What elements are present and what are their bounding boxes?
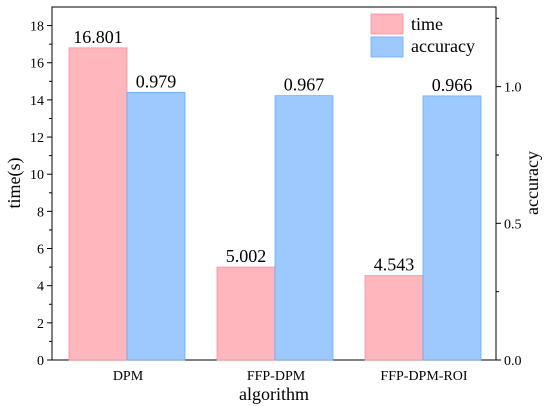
y-left-tick-label-18: 18 (30, 20, 44, 35)
y-left-axis-title: time(s) (4, 158, 25, 209)
y-left-tick-label-4: 4 (37, 280, 44, 295)
y-right-axis-title: accuracy (522, 151, 542, 215)
y-left-tick-label-6: 6 (37, 243, 44, 258)
legend-label-time: time (411, 14, 443, 34)
data-label-accuracy-ffp-dpm: 0.967 (284, 75, 325, 95)
legend-label-accuracy: accuracy (411, 36, 475, 56)
y-left-tick-label-2: 2 (37, 317, 44, 332)
legend-swatch-time (370, 13, 404, 35)
x-tick-label-ffp-dpm-roi: FFP-DPM-ROI (380, 369, 467, 384)
x-tick-label-ffp-dpm: FFP-DPM (247, 369, 306, 384)
right-axis: 0.0 0.5 1.0 (496, 17, 522, 369)
y-left-tick-label-16: 16 (30, 57, 44, 72)
data-label-accuracy-dpm: 0.979 (136, 71, 177, 91)
y-right-tick-label-1: 1.0 (504, 81, 522, 96)
y-left-tick-label-14: 14 (30, 94, 44, 109)
legend-swatch-accuracy (370, 36, 404, 58)
bar-time-dpm (68, 47, 128, 361)
y-left-tick-label-8: 8 (37, 205, 44, 220)
y-right-tick-label-0: 0.0 (504, 354, 522, 369)
bar-accuracy-dpm (126, 91, 186, 361)
x-tick-label-dpm: DPM (113, 369, 144, 384)
x-axis: DPM FFP-DPM FFP-DPM-ROI (113, 369, 468, 384)
bar-accuracy-ffp-dpm-roi (422, 95, 482, 361)
data-label-time-dpm: 16.801 (73, 27, 123, 47)
data-label-accuracy-ffp-dpm-roi: 0.966 (432, 75, 473, 95)
y-left-tick-label-12: 12 (30, 131, 44, 146)
bar-accuracy-ffp-dpm (274, 95, 334, 361)
left-axis: 0 2 4 6 8 10 12 14 16 18 (30, 20, 52, 369)
data-labels-group: 16.801 0.979 5.002 0.967 4.543 0.966 (73, 27, 472, 275)
bars-group (68, 47, 482, 361)
bar-time-ffp-dpm-roi (364, 275, 424, 361)
legend: time accuracy (370, 13, 475, 58)
data-label-time-ffp-dpm: 5.002 (226, 246, 267, 266)
y-right-tick-label-0-5: 0.5 (504, 217, 522, 232)
x-axis-title: algorithm (239, 384, 309, 404)
data-label-time-ffp-dpm-roi: 4.543 (374, 255, 415, 275)
y-left-tick-label-0: 0 (37, 354, 44, 369)
bar-time-ffp-dpm (216, 266, 276, 361)
y-left-tick-label-10: 10 (30, 168, 44, 183)
